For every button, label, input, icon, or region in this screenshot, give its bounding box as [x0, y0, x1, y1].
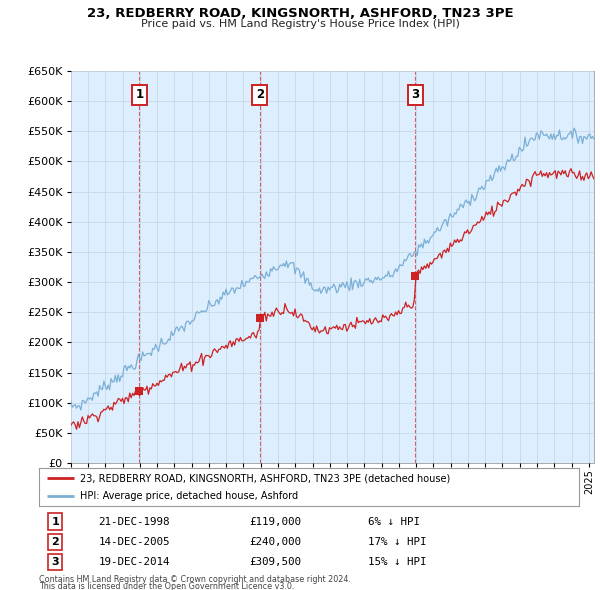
- Text: 23, REDBERRY ROAD, KINGSNORTH, ASHFORD, TN23 3PE (detached house): 23, REDBERRY ROAD, KINGSNORTH, ASHFORD, …: [79, 474, 450, 483]
- Text: £119,000: £119,000: [250, 516, 302, 526]
- Text: 2: 2: [256, 88, 264, 101]
- Text: 2: 2: [52, 537, 59, 547]
- Text: HPI: Average price, detached house, Ashford: HPI: Average price, detached house, Ashf…: [79, 491, 298, 501]
- Text: 21-DEC-1998: 21-DEC-1998: [98, 516, 170, 526]
- Text: 23, REDBERRY ROAD, KINGSNORTH, ASHFORD, TN23 3PE: 23, REDBERRY ROAD, KINGSNORTH, ASHFORD, …: [86, 7, 514, 20]
- Text: £309,500: £309,500: [250, 558, 302, 568]
- Text: 15% ↓ HPI: 15% ↓ HPI: [368, 558, 427, 568]
- Text: 14-DEC-2005: 14-DEC-2005: [98, 537, 170, 547]
- Text: 3: 3: [412, 88, 419, 101]
- Text: 1: 1: [52, 516, 59, 526]
- Text: £240,000: £240,000: [250, 537, 302, 547]
- Text: 3: 3: [52, 558, 59, 568]
- Text: 1: 1: [135, 88, 143, 101]
- Text: 17% ↓ HPI: 17% ↓ HPI: [368, 537, 427, 547]
- Text: Price paid vs. HM Land Registry's House Price Index (HPI): Price paid vs. HM Land Registry's House …: [140, 19, 460, 29]
- Text: 19-DEC-2014: 19-DEC-2014: [98, 558, 170, 568]
- Text: This data is licensed under the Open Government Licence v3.0.: This data is licensed under the Open Gov…: [39, 582, 295, 590]
- Text: 6% ↓ HPI: 6% ↓ HPI: [368, 516, 421, 526]
- Text: Contains HM Land Registry data © Crown copyright and database right 2024.: Contains HM Land Registry data © Crown c…: [39, 575, 351, 584]
